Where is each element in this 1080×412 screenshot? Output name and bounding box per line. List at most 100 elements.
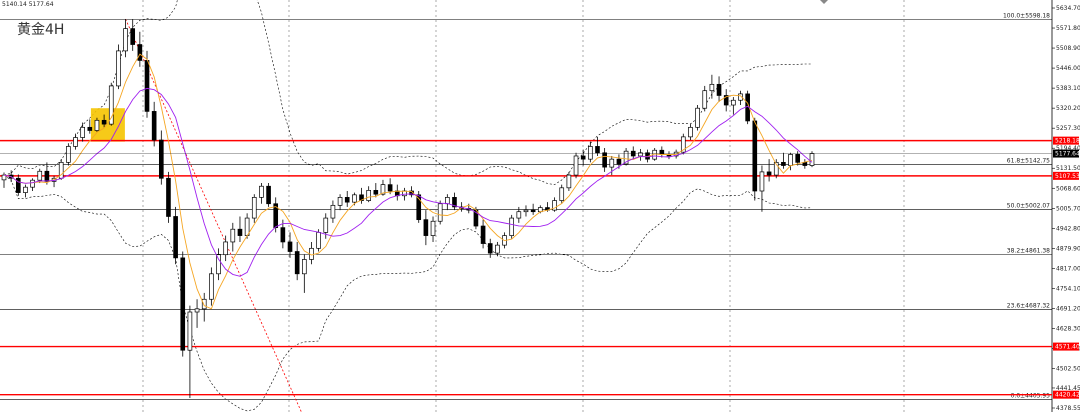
candle-body [788,154,793,166]
price-level-badge [1053,390,1079,399]
candle-body [201,298,207,310]
candle-body [323,217,329,233]
axis-tick-label: 5571.80 [1056,25,1080,32]
candle-body [166,177,171,217]
candle-body [330,204,336,219]
candle-body [316,232,321,249]
price-axis: 5634.70 5571.80 5508.90 5446.00 5383.10 5320.… [0,5,1080,412]
candle-body [573,155,579,176]
candle-body [101,119,107,125]
axis-tick-label: 5194.40 [1056,145,1080,152]
candle-body [495,244,500,254]
candle-body [359,194,364,201]
candle-body [623,150,629,165]
candle-body [273,203,279,228]
candle-body [437,203,443,222]
candle-body [73,137,78,147]
candle-body [180,257,186,351]
candle-body [173,216,178,259]
candle-body [66,146,71,163]
candle-body [144,60,150,112]
ohlc-readout: 5140.14 5177.64 [2,1,54,8]
axis-tick-label: 5068.60 [1056,185,1080,192]
candle-body [738,93,743,101]
axis-tick-label: 4441.45 [1056,385,1080,392]
candle-body [445,197,450,205]
candle-body [108,85,114,125]
axis-tick-label: 4691.20 [1056,305,1080,312]
candle-body [530,209,536,213]
axis-tick-label: 4502.50 [1056,366,1080,373]
candle-body [695,107,700,128]
candle-body [1,174,7,181]
ma-slow-line [3,87,813,277]
candles [1,19,815,398]
candle-body [259,185,264,198]
price-level-badge [1053,171,1079,180]
price-level-badge [1053,136,1079,145]
axis-tick-label: 5634.70 [1056,5,1080,12]
candle-body [352,194,357,203]
axis-tick-label: 4628.30 [1056,325,1080,332]
candle-body [638,152,643,157]
axis-tick-label: 4378.55 [1056,405,1080,412]
axis-tick-label: 4817.00 [1056,265,1080,272]
candle-body [130,28,136,45]
candle-body [680,136,686,153]
candle-body [430,220,436,236]
candle-body [702,90,708,109]
ma-fast-line [3,53,813,310]
candle-body [366,190,371,201]
fib-level-label: 0.0±4405.95 [1011,392,1051,399]
candle-body [416,194,422,221]
candle-body [723,95,729,106]
candle-body [709,83,715,92]
candle-body [294,251,300,275]
candle-body [802,161,808,166]
axis-tick-label: 5005.70 [1056,205,1080,212]
candle-body [781,161,786,166]
candle-body [194,308,200,313]
candle-body [80,126,85,138]
candle-body [209,273,214,300]
candle-body [373,190,379,195]
candle-body [280,227,286,243]
candle-body [716,83,722,96]
price-level-badge-label: 4420.42 [1055,392,1080,399]
axis-tick-label: 5383.10 [1056,85,1080,92]
candle-body [595,146,600,154]
candle-body [302,259,307,275]
candle-body [480,225,486,244]
candle-body [44,170,50,182]
candle-body [616,158,622,165]
candle-body [87,126,93,131]
candle-body [580,155,586,160]
candle-body [187,311,193,351]
fib-level-label: 61.8±5142.75 [1007,158,1050,165]
candle-body [158,139,164,179]
candle-body [223,241,228,256]
candle-body [566,174,572,189]
candle-body [287,241,293,252]
candle-body [116,50,121,87]
candle-body [509,217,514,236]
candle-body [452,197,457,208]
price-level-badge [1053,342,1079,351]
grid-lines [142,0,1053,412]
candle-body [516,211,522,219]
candle-body [151,111,157,141]
candle-body [752,120,758,192]
candle-body [809,153,815,166]
candle-body [37,170,43,181]
symbol-label: 黄金4H [17,21,64,38]
axis-tick-label: 4879.90 [1056,245,1080,252]
moving-averages [3,53,813,310]
candle-body [795,154,801,163]
scroll-marker-icon[interactable] [820,0,828,4]
axis-tick-label: 5320.20 [1056,105,1080,112]
candle-body [380,184,386,195]
axis-tick-label: 4754.10 [1056,285,1080,292]
candle-body [423,219,429,236]
candle-body [731,99,736,106]
